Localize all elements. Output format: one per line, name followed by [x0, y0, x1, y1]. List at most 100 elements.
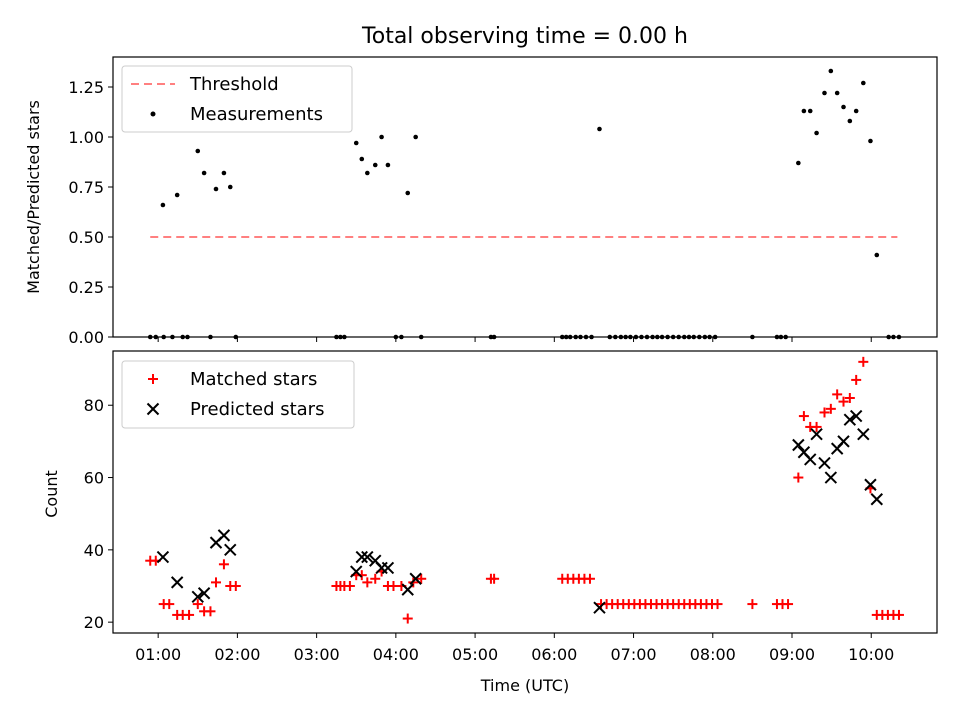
top-ytick-label: 0.50 [68, 228, 104, 247]
measurement-point [213, 186, 219, 192]
measurement-point [174, 192, 180, 198]
matched-star-point [747, 599, 758, 610]
matched-star-point [825, 403, 836, 414]
matched-star-point [230, 581, 241, 591]
top-legend-box [121, 65, 353, 133]
matched-star-point [844, 393, 855, 403]
top-ytick-label: 1.00 [68, 128, 104, 147]
legend-x-mark [146, 402, 160, 416]
predicted-star-point [818, 456, 831, 470]
measurement-point [841, 104, 846, 110]
top-ytick-label: 0.75 [68, 178, 104, 197]
matched-star-point [811, 421, 822, 432]
top-ytick-label: 0.25 [68, 278, 104, 297]
measurement-point [834, 90, 840, 96]
predicted-star-point [191, 590, 204, 604]
bottom-xtick-label: 04:00 [373, 645, 419, 664]
bottom-ytick-label: 40 [84, 541, 104, 560]
bottom-ytick-label: 20 [84, 613, 104, 632]
matched-star-point [362, 577, 373, 588]
measurement-point [365, 170, 370, 176]
matched-star-point [783, 599, 794, 610]
measurement-point [853, 108, 859, 114]
bottom-xtick-label: 10:00 [848, 645, 894, 664]
legend-measurements-label: Measurements [190, 104, 323, 125]
legend-predicted-swatch [146, 402, 160, 416]
matched-star-point [164, 599, 175, 610]
measurement-point [828, 68, 834, 74]
bottom-ytick-label: 60 [84, 469, 104, 488]
predicted-star-point [401, 583, 414, 596]
legend-matched-swatch [148, 374, 158, 384]
predicted-star-point [824, 471, 838, 484]
bottom-xtick-label: 09:00 [769, 645, 815, 664]
matched-star-point [205, 606, 216, 617]
measurement-point [874, 252, 880, 258]
measurement-point [359, 156, 365, 162]
legend-plus-mark [148, 374, 158, 384]
measurement-point [822, 90, 827, 96]
predicted-star-point [350, 565, 363, 578]
measurement-point [227, 184, 233, 190]
measurement-point [195, 148, 201, 154]
predicted-star-point [381, 561, 395, 575]
measurement-point [861, 80, 866, 86]
predicted-star-point [361, 550, 374, 564]
measurement-point [353, 140, 359, 146]
matched-star-point [858, 356, 869, 367]
predicted-star-point [804, 453, 817, 466]
matched-star-point [192, 599, 203, 610]
bottom-ytick-label: 80 [84, 396, 104, 415]
top-legend: Threshold Measurements [121, 65, 353, 133]
bottom-panel: 20 40 60 80 01:00 02:00 03:00 04:00 05:00 06:00 07… [42, 350, 938, 695]
predicted-star-point [870, 493, 883, 506]
predicted-star-point [355, 550, 368, 564]
bottom-xtick-label: 02:00 [214, 645, 260, 664]
predicted-star-point [792, 438, 805, 452]
bottom-legend-box [121, 360, 355, 429]
predicted-star-point [593, 601, 606, 614]
matched-star-point [344, 581, 355, 591]
measurement-point [379, 134, 384, 140]
predicted-star-point [810, 427, 823, 441]
bottom-legend: Matched stars Predicted stars [121, 360, 355, 429]
measurement-point [160, 202, 166, 208]
predicted-star-point [224, 543, 237, 557]
legend-matched-label: Matched stars [190, 369, 317, 390]
measurement-point [868, 138, 873, 144]
predicted-star-point [843, 413, 857, 426]
matched-star-point [893, 609, 904, 620]
predicted-star-point [409, 572, 422, 585]
measurement-point [597, 126, 602, 132]
matched-star-point [838, 396, 849, 407]
measurement-point [372, 162, 378, 168]
bottom-xtick-label: 01:00 [135, 645, 181, 664]
measurement-point [221, 170, 227, 176]
matched-star-point [798, 411, 809, 422]
measurement-point [807, 108, 813, 114]
bottom-xtick-label: 06:00 [531, 645, 577, 664]
predicted-star-point [849, 409, 863, 423]
legend-predicted-label: Predicted stars [190, 399, 324, 420]
top-plot-frame [112, 56, 938, 338]
matched-star-point [370, 573, 381, 584]
matched-star-point [832, 389, 843, 400]
bottom-xtick-label: 05:00 [452, 645, 498, 664]
measurement-point [413, 134, 418, 140]
bottom-xtick-label: 03:00 [294, 645, 340, 664]
predicted-star-point [170, 576, 184, 589]
legend-threshold-label: Threshold [189, 74, 279, 95]
legend-measurements-swatch [150, 111, 156, 117]
matched-star-point [402, 613, 413, 624]
predicted-star-point [197, 587, 211, 600]
measurement-point [405, 190, 411, 196]
matched-star-point [851, 374, 862, 385]
matched-star-point [819, 407, 830, 418]
matched-star-point [218, 559, 229, 570]
top-ylabel: Matched/Predicted stars [24, 100, 43, 294]
predicted-star-point [837, 435, 850, 448]
bottom-ylabel: Count [42, 470, 61, 518]
measurement-point [201, 170, 207, 176]
predicted-star-point [217, 529, 231, 542]
